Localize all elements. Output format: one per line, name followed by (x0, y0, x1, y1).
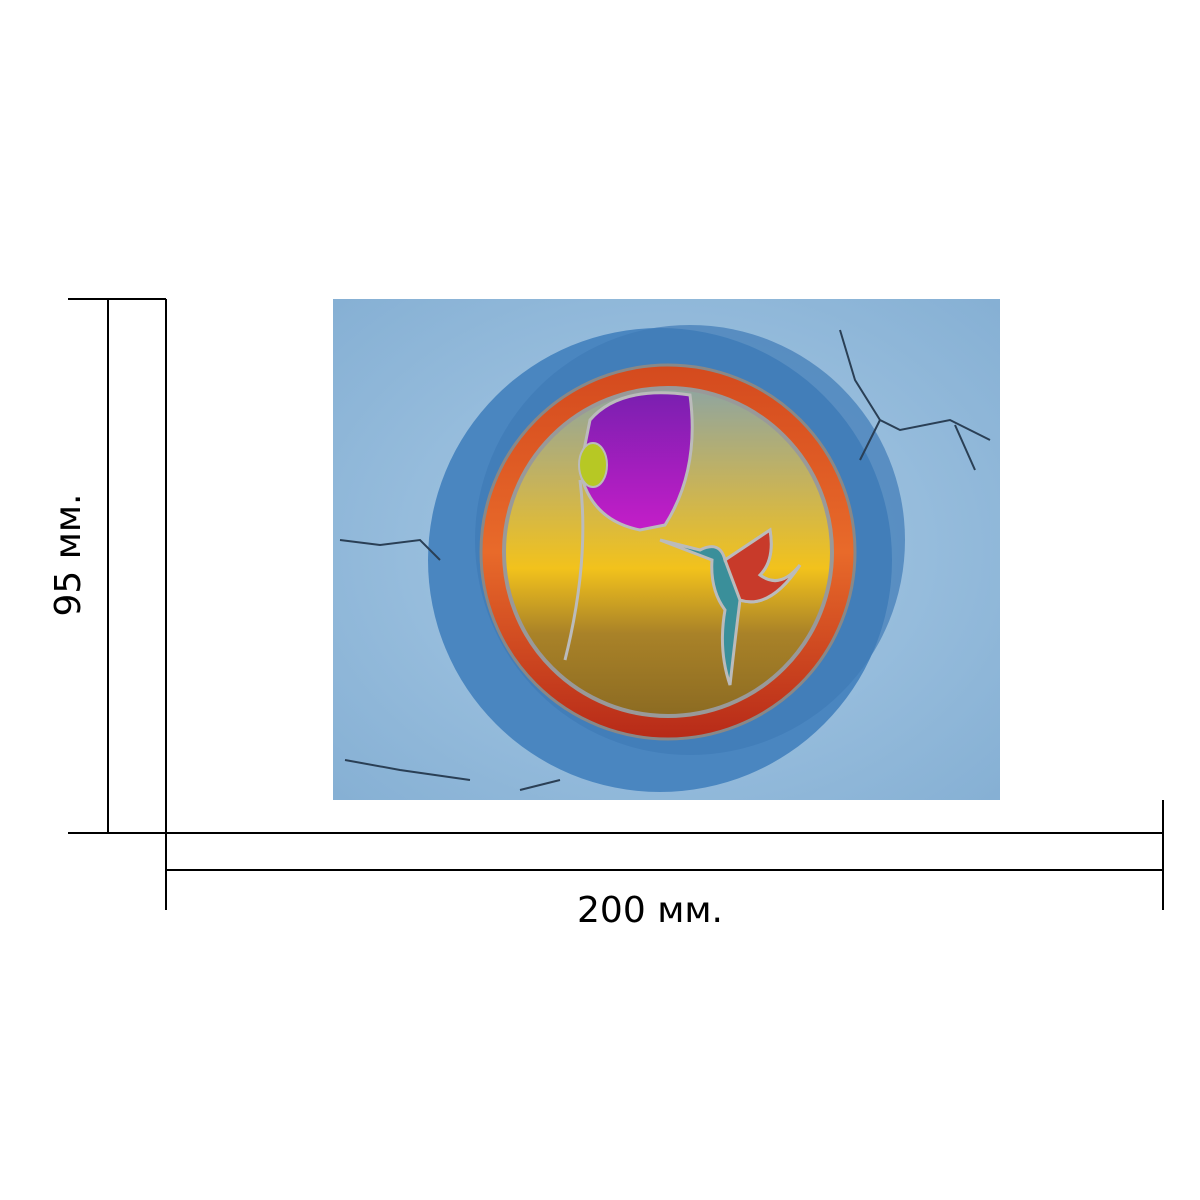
dimension-lines (68, 298, 1164, 910)
product-image (333, 299, 1000, 800)
width-label: 200 мм. (577, 890, 723, 931)
height-label: 95 мм. (48, 493, 89, 616)
